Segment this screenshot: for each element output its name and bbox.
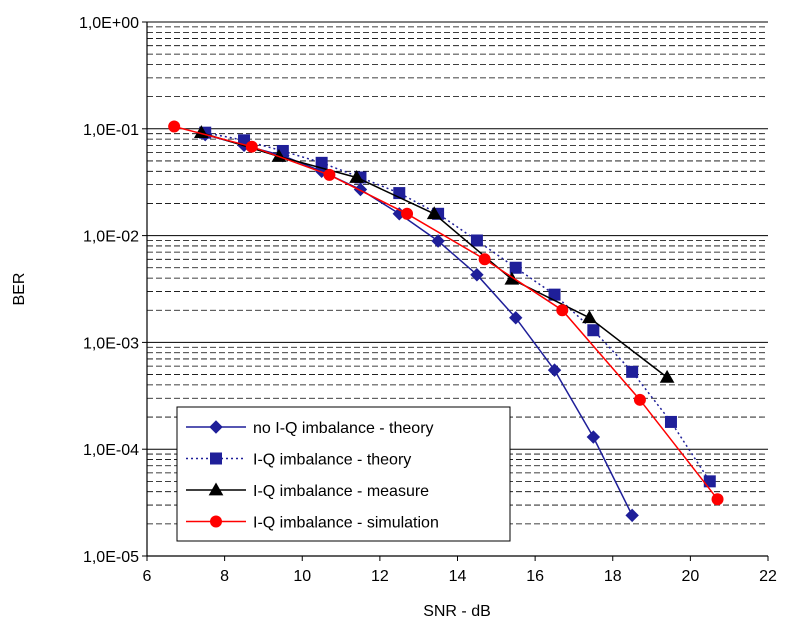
data-point — [478, 253, 491, 266]
data-point — [587, 324, 600, 337]
data-point — [323, 168, 336, 181]
y-tick-label: 1,0E-02 — [83, 229, 139, 246]
data-point — [426, 206, 442, 220]
data-point — [664, 415, 677, 428]
x-tick-label: 10 — [293, 568, 311, 585]
x-tick-label: 16 — [526, 568, 544, 585]
data-point — [349, 169, 364, 183]
series-3 — [168, 120, 724, 506]
x-tick-label: 6 — [143, 568, 152, 585]
legend-marker — [210, 452, 222, 465]
y-tick-label: 1,0E-04 — [83, 442, 139, 459]
data-point — [625, 508, 639, 523]
data-point — [711, 493, 724, 506]
data-point — [470, 268, 484, 282]
x-tick-label: 12 — [371, 568, 389, 585]
y-tick-label: 1,0E-05 — [83, 549, 139, 566]
y-axis-title: BER — [11, 273, 28, 306]
data-point — [547, 363, 562, 377]
legend-marker — [208, 482, 224, 496]
y-tick-label: 1,0E-01 — [83, 122, 139, 139]
data-point — [626, 365, 639, 378]
data-point — [168, 120, 181, 133]
series-layer — [168, 120, 724, 523]
series-line — [174, 125, 719, 500]
legend-marker — [209, 420, 223, 434]
legend: no I-Q imbalance - theory I-Q imbalance -… — [176, 406, 511, 542]
data-point — [633, 393, 646, 406]
data-point — [245, 140, 258, 153]
data-point — [393, 187, 406, 200]
x-tick-label: 18 — [604, 568, 622, 585]
x-axis-title: SNR - dB — [423, 603, 491, 620]
x-tick-label: 8 — [220, 568, 229, 585]
data-point — [470, 234, 483, 247]
data-point — [509, 311, 523, 325]
data-point — [659, 369, 675, 383]
axes: 1,0E-05 1,0E-04 1,0E-03 1,0E-02 1,0E-01 1,0E+… — [79, 15, 777, 585]
data-point — [586, 430, 601, 444]
data-point — [556, 304, 569, 317]
x-tick-label: 14 — [449, 568, 467, 585]
x-tick-label: 20 — [681, 568, 699, 585]
series-line — [205, 131, 711, 482]
legend-box — [176, 406, 511, 542]
legend-label: I-Q imbalance - theory — [253, 452, 411, 469]
y-tick-label: 1,0E-03 — [83, 335, 139, 352]
x-tick-label: 22 — [759, 568, 777, 585]
legend-label: no I-Q imbalance - theory — [253, 420, 434, 437]
legend-label: I-Q imbalance - measure — [253, 483, 429, 500]
data-point — [509, 261, 522, 274]
legend-label: I-Q imbalance - simulation — [253, 515, 439, 532]
data-point — [582, 310, 597, 324]
y-tick-label: 1,0E+00 — [79, 15, 139, 32]
data-point — [431, 234, 445, 248]
data-point — [401, 207, 414, 220]
series-1 — [199, 126, 716, 488]
legend-marker — [210, 515, 222, 528]
